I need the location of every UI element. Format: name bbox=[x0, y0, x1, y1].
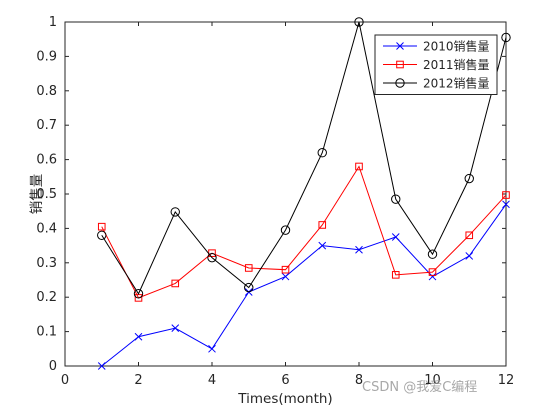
marker-stroke bbox=[428, 272, 437, 281]
series-point bbox=[207, 252, 217, 263]
x-tick-label: 8 bbox=[355, 373, 363, 388]
series-point bbox=[281, 272, 290, 281]
series-point bbox=[354, 17, 364, 27]
series-point bbox=[244, 282, 254, 293]
legend-label: 2011销售量 bbox=[423, 57, 490, 72]
x-tick-label: 2 bbox=[134, 373, 142, 388]
series-point bbox=[391, 233, 400, 241]
marker-stroke bbox=[396, 42, 404, 50]
legend-label: 2012销售量 bbox=[423, 76, 490, 91]
marker-stroke bbox=[97, 362, 106, 370]
marker-stroke bbox=[502, 200, 510, 209]
x-tick-label: 4 bbox=[208, 373, 216, 388]
marker-stroke bbox=[134, 332, 143, 341]
y-tick-label: 0.8 bbox=[36, 84, 57, 99]
series-line bbox=[101, 21, 507, 295]
series-point bbox=[97, 222, 106, 231]
y-tick-label: 1 bbox=[49, 15, 57, 30]
legend-marker bbox=[395, 78, 405, 88]
series-point bbox=[170, 207, 180, 217]
y-tick-label: 0.4 bbox=[36, 221, 57, 236]
y-tick-label: 0.5 bbox=[36, 187, 57, 202]
series-point bbox=[171, 279, 180, 288]
series-point bbox=[133, 289, 144, 299]
series-point bbox=[464, 173, 474, 184]
series-point bbox=[171, 324, 180, 333]
series-point bbox=[391, 194, 401, 204]
series-3 bbox=[97, 17, 511, 299]
legend-marker bbox=[396, 42, 404, 50]
series-point bbox=[318, 241, 327, 250]
legend-marker bbox=[396, 60, 404, 69]
series-point bbox=[281, 265, 290, 274]
series-line bbox=[101, 204, 507, 367]
series-layer bbox=[97, 17, 511, 370]
y-tick-label: 0.6 bbox=[36, 153, 57, 168]
series-point bbox=[134, 332, 143, 341]
series-point bbox=[355, 162, 363, 171]
marker-stroke bbox=[465, 252, 474, 260]
y-tick-label: 0.1 bbox=[36, 325, 57, 340]
series-line bbox=[101, 165, 507, 299]
series-2 bbox=[97, 162, 510, 302]
marker-stroke bbox=[171, 324, 180, 333]
marker-stroke bbox=[281, 272, 290, 281]
legend-item: 2011销售量 bbox=[383, 57, 490, 72]
series-point bbox=[318, 221, 327, 229]
marker-stroke bbox=[391, 233, 400, 241]
series-point bbox=[97, 362, 106, 370]
legend-item: 2010销售量 bbox=[383, 39, 490, 54]
y-axis-label: 销售量 bbox=[29, 174, 45, 215]
marker-stroke bbox=[208, 344, 216, 353]
series-point bbox=[501, 32, 511, 43]
x-axis-ticks: 0 2 4 6 8 10 12 bbox=[61, 22, 514, 388]
series-point bbox=[317, 148, 327, 158]
x-tick-label: 6 bbox=[281, 373, 289, 388]
series-point bbox=[208, 344, 216, 353]
legend-label: 2010销售量 bbox=[423, 39, 490, 54]
x-tick-label: 10 bbox=[424, 373, 441, 388]
y-tick-label: 0 bbox=[49, 359, 57, 374]
series-point bbox=[355, 245, 363, 254]
series-point bbox=[427, 249, 438, 259]
series-point bbox=[465, 252, 474, 260]
y-axis-ticks: 0 0.1 0.2 0.3 0.4 0.5 0.6 0.7 0.8 0.9 1 bbox=[36, 15, 506, 374]
y-tick-label: 0.2 bbox=[36, 290, 57, 305]
series-point bbox=[391, 271, 400, 279]
legend: 2010销售量 2011销售量 2012销售量 bbox=[374, 34, 498, 95]
x-tick-label: 12 bbox=[498, 373, 515, 388]
series-point bbox=[465, 231, 474, 240]
y-tick-label: 0.9 bbox=[36, 49, 57, 64]
y-tick-label: 0.3 bbox=[36, 256, 57, 271]
y-tick-label: 0.7 bbox=[36, 118, 57, 133]
x-tick-label: 0 bbox=[61, 373, 69, 388]
marker-stroke bbox=[355, 245, 363, 254]
series-point bbox=[280, 225, 291, 235]
watermark-text: CSDN @我爱C编程 bbox=[362, 380, 477, 395]
series-point bbox=[97, 230, 107, 240]
series-point bbox=[428, 268, 437, 276]
series-point bbox=[428, 272, 437, 281]
series-point bbox=[502, 200, 510, 209]
legend-item: 2012销售量 bbox=[383, 76, 490, 91]
marker-stroke bbox=[318, 241, 327, 250]
x-axis-label: Times(month) bbox=[237, 391, 332, 407]
series-point bbox=[502, 191, 510, 199]
series-point bbox=[244, 264, 253, 272]
